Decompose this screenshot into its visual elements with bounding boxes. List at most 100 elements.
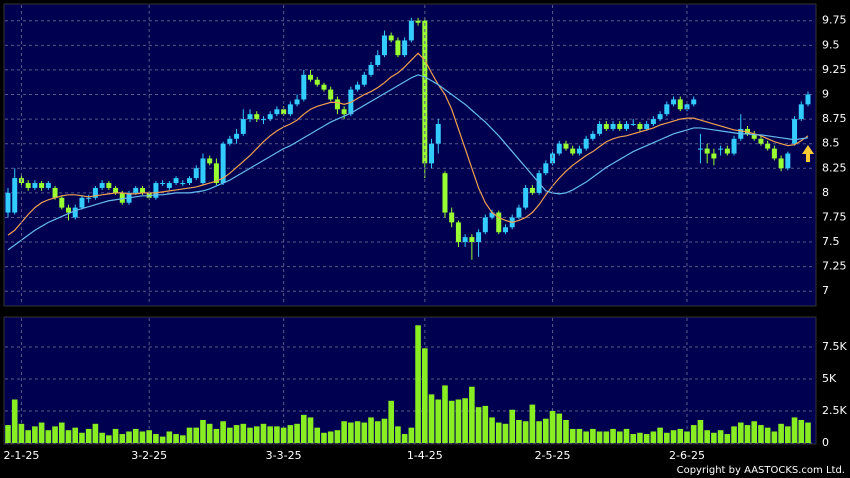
candle-body xyxy=(66,207,72,213)
candle-body xyxy=(785,153,791,169)
candle-body xyxy=(301,74,307,100)
candle-body xyxy=(623,124,629,129)
volume-bar xyxy=(334,430,341,443)
volume-bar xyxy=(798,419,805,443)
y-tick-label: 7.5K xyxy=(822,340,847,353)
volume-bar xyxy=(616,431,623,443)
candle-body xyxy=(59,197,65,208)
candle-body xyxy=(449,212,455,223)
volume-bar xyxy=(596,431,603,443)
candle-body xyxy=(388,35,394,41)
volume-bar xyxy=(469,386,475,443)
y-tick-label: 8.25 xyxy=(822,161,847,174)
volume-bar xyxy=(462,398,468,443)
volume-bar xyxy=(737,422,744,443)
candle-body xyxy=(691,99,697,105)
volume-bar xyxy=(260,423,267,443)
y-tick-label: 9.5 xyxy=(822,38,840,51)
candle-body xyxy=(516,207,522,218)
volume-bar xyxy=(690,425,697,443)
candle-body xyxy=(563,143,569,149)
candle-body xyxy=(408,20,414,41)
volume-bar xyxy=(744,425,751,443)
candle-body xyxy=(328,89,334,100)
candle-body xyxy=(254,114,260,120)
y-tick-label: 7 xyxy=(822,284,829,297)
candle-body xyxy=(234,133,240,139)
y-tick-label: 9.25 xyxy=(822,63,847,76)
volume-bar xyxy=(354,421,361,443)
y-tick-label: 8.5 xyxy=(822,137,840,150)
volume-bar xyxy=(475,407,482,443)
x-tick-label: 1-4-25 xyxy=(407,449,443,462)
volume-bar xyxy=(166,431,173,443)
candle-body xyxy=(583,138,589,149)
candle-body xyxy=(79,197,85,208)
candle-body xyxy=(798,104,804,120)
volume-bar xyxy=(58,422,65,443)
volume-bar xyxy=(408,427,415,443)
volume-bar xyxy=(590,428,596,443)
candle-body xyxy=(39,183,45,188)
candle-body xyxy=(281,109,287,115)
volume-bar xyxy=(583,431,589,443)
volume-bar xyxy=(65,430,72,443)
volume-bar xyxy=(435,399,442,443)
volume-bar xyxy=(778,423,784,443)
volume-bar xyxy=(112,428,119,443)
candle-body xyxy=(12,178,18,213)
volume-bar xyxy=(38,422,45,443)
volume-bar xyxy=(637,432,643,443)
volume-bar xyxy=(294,423,300,443)
volume-bar xyxy=(92,423,99,443)
volume-bar xyxy=(233,425,240,443)
volume-bar xyxy=(11,399,18,443)
volume-bar xyxy=(287,425,294,443)
volume-bar xyxy=(684,431,690,443)
volume-bar xyxy=(25,430,31,443)
candle-body xyxy=(422,20,428,164)
y-tick-label: 8.75 xyxy=(822,112,847,125)
candle-body xyxy=(207,158,213,164)
volume-bar xyxy=(543,418,549,443)
volume-bar xyxy=(670,430,677,443)
candle-body xyxy=(395,40,401,56)
candle-body xyxy=(52,187,58,198)
volume-bar xyxy=(610,428,616,443)
volume-bar xyxy=(657,427,663,443)
candle-body xyxy=(160,183,166,185)
volume-bar xyxy=(314,427,321,443)
candle-body xyxy=(469,237,475,243)
volume-bar xyxy=(18,423,25,443)
candle-body xyxy=(724,148,730,154)
candle-body xyxy=(133,187,139,193)
candle-body xyxy=(610,124,616,129)
volume-bar xyxy=(220,421,226,443)
candle-body xyxy=(355,84,361,90)
price-panel xyxy=(3,3,817,307)
volume-panel xyxy=(3,316,817,445)
candle-body xyxy=(72,207,78,218)
candle-body xyxy=(718,148,724,150)
volume-bar xyxy=(529,404,536,443)
candle-body xyxy=(45,183,51,188)
y-tick-label: 5K xyxy=(822,372,837,385)
candle-body xyxy=(697,148,703,150)
volume-bar xyxy=(536,421,542,443)
x-tick-label: 2-1-25 xyxy=(3,449,39,462)
volume-bar xyxy=(395,426,401,443)
candle-body xyxy=(113,187,119,193)
y-tick-label: 0 xyxy=(822,436,829,449)
volume-bar xyxy=(126,431,132,443)
candle-body xyxy=(650,119,656,125)
candle-body xyxy=(617,124,623,129)
volume-bar xyxy=(495,422,502,443)
volume-bar xyxy=(72,427,79,443)
y-tick-label: 9 xyxy=(822,88,829,101)
candle-body xyxy=(476,232,482,243)
candle-body xyxy=(220,143,226,184)
y-tick-label: 8 xyxy=(822,186,829,199)
volume-bar xyxy=(630,434,637,443)
candle-body xyxy=(758,138,764,144)
volume-bar xyxy=(240,423,247,443)
